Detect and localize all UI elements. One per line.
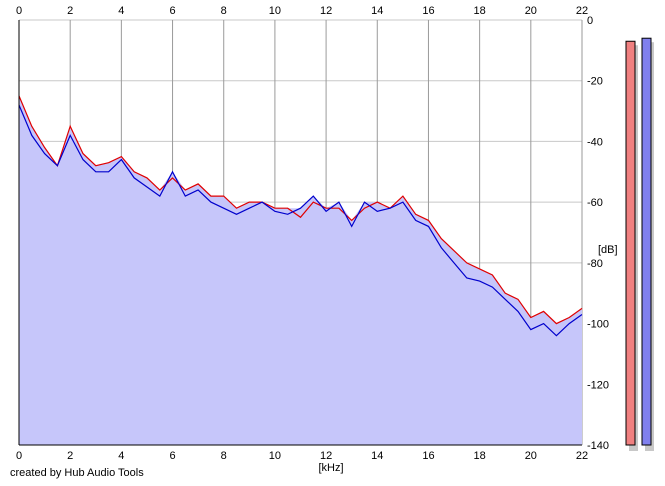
y-tick-label: -120: [587, 379, 609, 391]
chart-series: [18, 95, 583, 337]
level-meter-left: [625, 40, 636, 446]
x-tick-label: 4: [118, 5, 124, 17]
x-tick-label: 8: [221, 5, 227, 17]
x-tick-label: 20: [525, 5, 537, 17]
x-tick-label: 20: [525, 450, 537, 462]
series-line-blue: [18, 104, 583, 337]
y-tick-labels: 0 -20 -40 -60 -80 -100 -120 -140: [587, 15, 609, 452]
y-tick-label: -20: [587, 76, 603, 88]
x-tick-label: 14: [371, 450, 383, 462]
x-tick-label: 18: [474, 5, 486, 17]
x-tick-label: 2: [67, 450, 73, 462]
level-meter-right: [641, 37, 652, 446]
x-tick-label: 10: [269, 5, 281, 17]
credit-text: created by Hub Audio Tools: [10, 467, 144, 479]
x-tick-label: 0: [16, 450, 22, 462]
y-tick-label: -60: [587, 197, 603, 209]
x-tick-label: 0: [16, 5, 22, 17]
x-tick-label: 8: [221, 450, 227, 462]
x-tick-label: 12: [320, 5, 332, 17]
x-tick-label: 6: [169, 5, 175, 17]
x-tick-labels-top: 0 2 4 6 8 10 12 14 16 18 20 22: [16, 5, 588, 17]
y-tick-label: -140: [587, 440, 609, 452]
x-tick-label: 16: [422, 5, 434, 17]
y-axis-label: [dB]: [598, 244, 618, 256]
x-tick-label: 16: [422, 450, 434, 462]
x-tick-label: 4: [118, 450, 124, 462]
x-axis-label: [kHz]: [318, 462, 343, 474]
y-tick-label: -80: [587, 258, 603, 270]
x-tick-label: 12: [320, 450, 332, 462]
series-line-red: [18, 95, 583, 325]
y-tick-label: -40: [587, 136, 603, 148]
x-tick-label: 10: [269, 450, 281, 462]
x-tick-label: 14: [371, 5, 383, 17]
y-tick-label: -100: [587, 319, 609, 331]
x-tick-labels-bottom: 0 2 4 6 8 10 12 14 16 18 20 22: [16, 450, 588, 462]
x-tick-label: 6: [169, 450, 175, 462]
x-tick-label: 18: [474, 450, 486, 462]
y-tick-label: 0: [587, 15, 593, 27]
x-tick-label: 22: [576, 5, 588, 17]
x-tick-label: 2: [67, 5, 73, 17]
spectrum-fill-area: [19, 95, 582, 446]
x-tick-label: 22: [576, 450, 588, 462]
level-meters: [625, 37, 654, 451]
